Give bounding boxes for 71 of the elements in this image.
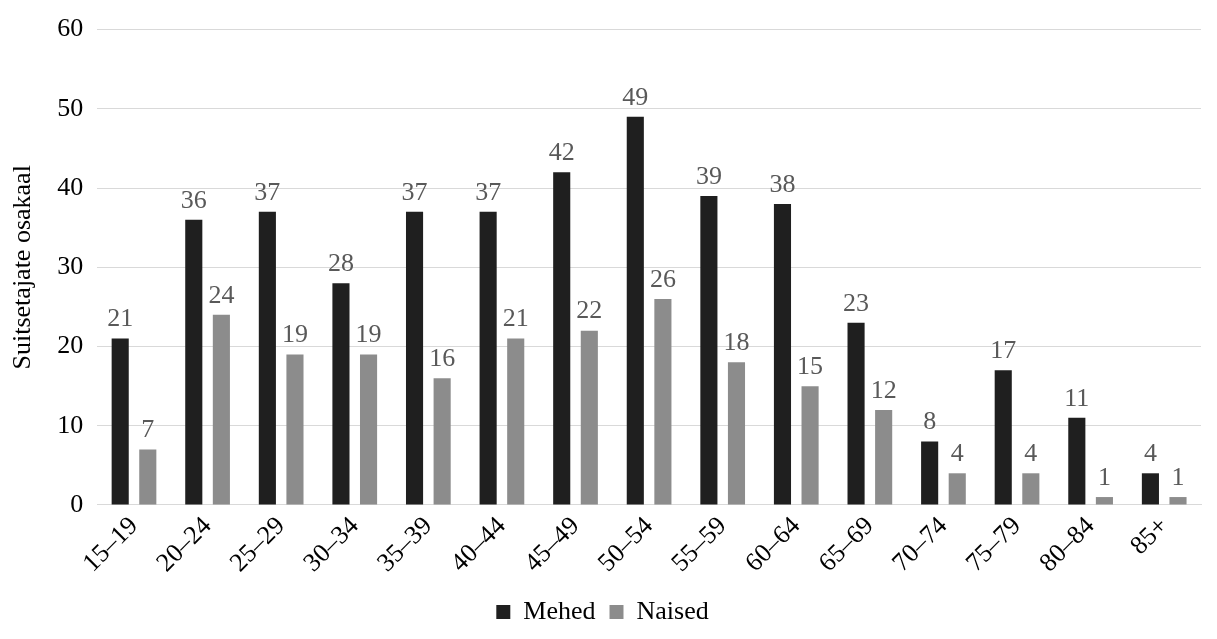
bar xyxy=(626,116,644,505)
data-label: 8 xyxy=(923,406,937,436)
data-label: 11 xyxy=(1064,382,1090,412)
bar xyxy=(1169,497,1187,505)
data-label: 37 xyxy=(475,176,502,206)
bar xyxy=(700,195,718,505)
bar xyxy=(507,338,525,505)
data-label: 39 xyxy=(695,160,722,190)
data-label: 1 xyxy=(1097,461,1111,491)
bar xyxy=(258,211,276,505)
y-tick-label: 10 xyxy=(57,409,84,439)
bar xyxy=(405,211,424,505)
legend-label: Mehed xyxy=(523,595,596,625)
bar xyxy=(801,386,819,505)
legend-label: Naised xyxy=(636,595,709,625)
data-label: 19 xyxy=(281,319,308,349)
bar xyxy=(580,330,598,505)
data-label: 36 xyxy=(180,184,207,214)
y-tick-label: 30 xyxy=(57,251,84,281)
y-tick-label: 40 xyxy=(57,171,84,201)
y-axis-title: Suitsetajate osakaal xyxy=(7,165,37,370)
bar xyxy=(212,314,230,505)
data-label: 7 xyxy=(141,414,155,444)
bar xyxy=(360,354,378,505)
data-label: 26 xyxy=(649,263,676,293)
data-label: 24 xyxy=(208,279,235,309)
bar xyxy=(654,298,672,505)
bar xyxy=(773,203,792,505)
data-label: 17 xyxy=(990,335,1017,365)
bar xyxy=(921,441,939,505)
y-tick-label: 20 xyxy=(57,330,84,360)
bar xyxy=(1095,497,1113,505)
data-label: 22 xyxy=(576,295,603,325)
data-label: 12 xyxy=(870,374,897,404)
bar xyxy=(139,449,157,505)
bar xyxy=(994,370,1012,505)
bar xyxy=(185,219,203,505)
data-label: 16 xyxy=(429,343,456,373)
bar xyxy=(553,172,571,505)
data-label: 4 xyxy=(950,438,964,468)
data-label: 4 xyxy=(1143,438,1157,468)
data-label: 4 xyxy=(1024,438,1038,468)
bar xyxy=(433,378,451,505)
bar xyxy=(727,362,746,505)
data-label: 38 xyxy=(769,168,796,198)
bar xyxy=(332,283,350,505)
data-label: 15 xyxy=(797,350,824,380)
data-label: 21 xyxy=(107,303,134,333)
bar xyxy=(875,409,893,505)
x-tick-label: 85+ xyxy=(1124,510,1174,560)
y-tick-label: 0 xyxy=(70,488,84,518)
data-label: 42 xyxy=(548,137,575,167)
bar xyxy=(286,354,304,505)
data-label: 1 xyxy=(1171,461,1185,491)
bar xyxy=(1022,473,1040,505)
bar xyxy=(847,322,865,505)
bar xyxy=(111,338,129,505)
y-tick-label: 60 xyxy=(57,13,84,43)
y-tick-label: 50 xyxy=(57,92,84,122)
data-label: 18 xyxy=(723,327,750,357)
data-label: 49 xyxy=(622,81,649,111)
bar xyxy=(479,211,497,505)
bar xyxy=(1141,473,1159,505)
data-label: 21 xyxy=(502,303,529,333)
bar xyxy=(948,473,966,505)
bar xyxy=(1068,417,1086,505)
data-label: 37 xyxy=(401,176,428,206)
data-label: 19 xyxy=(355,319,382,349)
data-label: 23 xyxy=(843,287,870,317)
data-label: 37 xyxy=(254,176,281,206)
data-label: 28 xyxy=(327,247,354,277)
